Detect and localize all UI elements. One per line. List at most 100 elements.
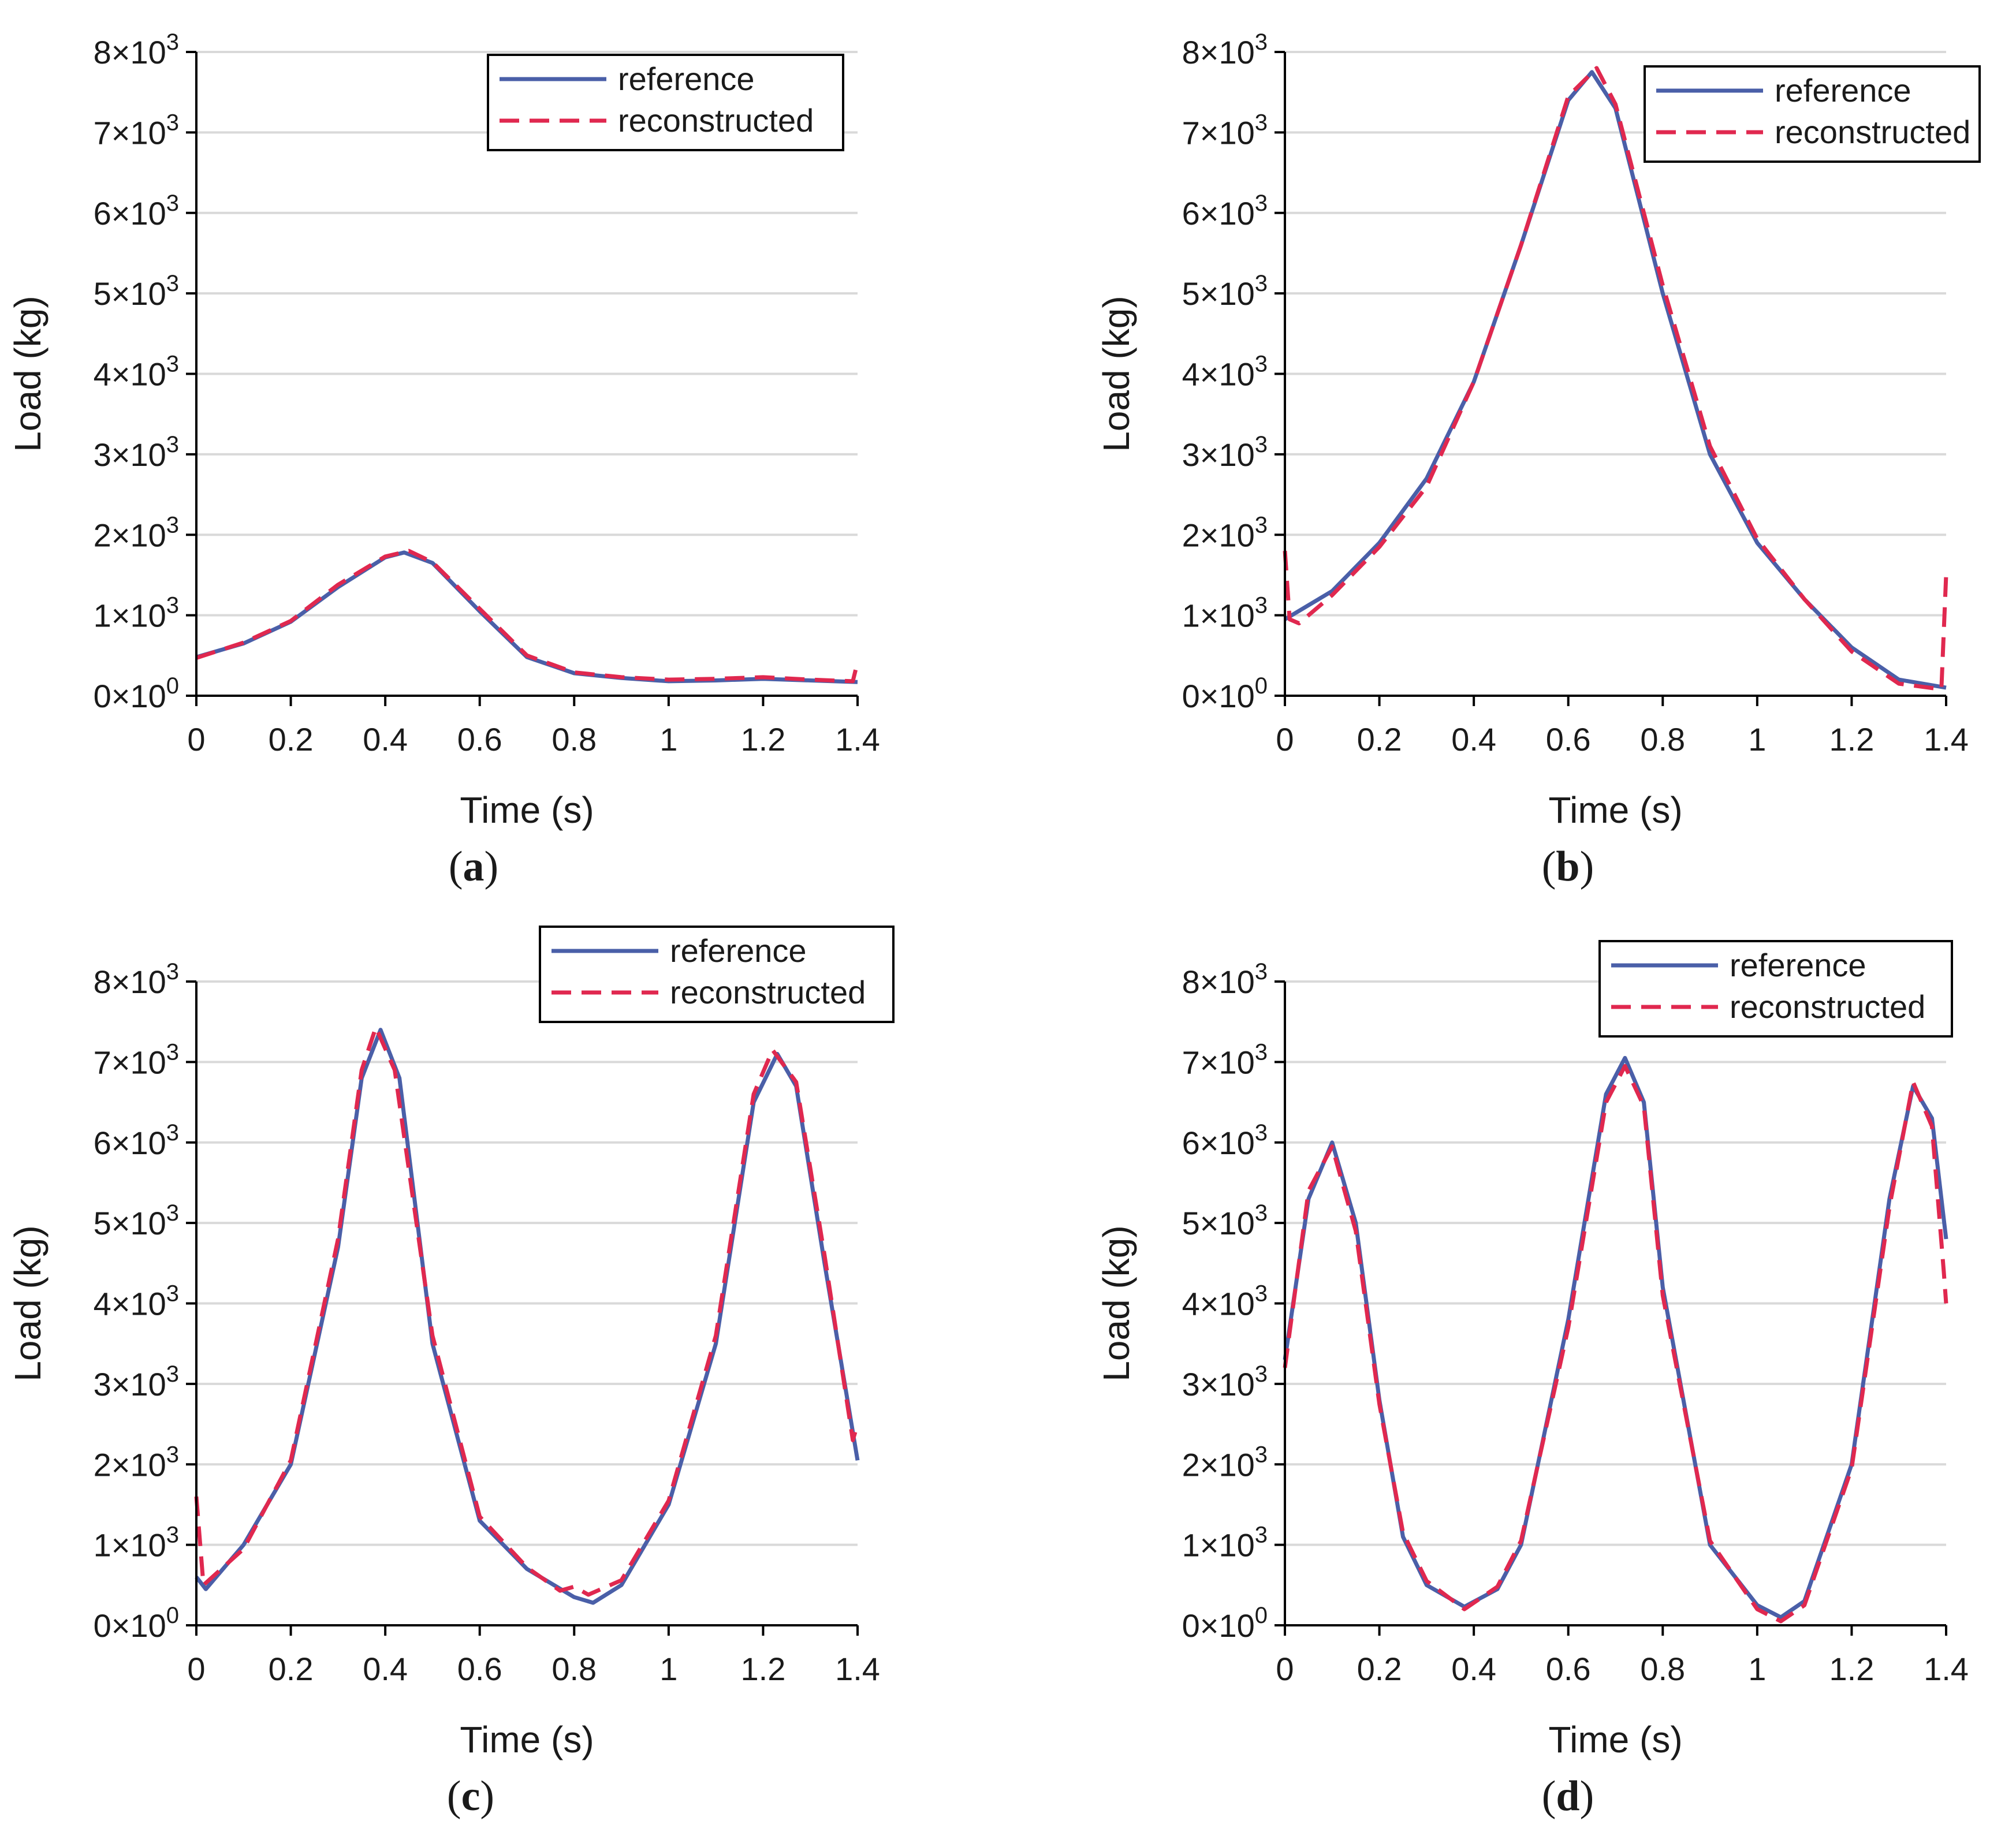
legend-label-reference: reference [1730, 947, 1866, 983]
x-axis-title: Time (s) [1548, 1719, 1682, 1760]
x-axis-title: Time (s) [460, 1719, 594, 1760]
series-line-reconstructed [194, 1025, 860, 1597]
x-tick-label: 0.4 [1451, 721, 1496, 758]
series-line-reference [195, 1028, 860, 1605]
x-tick-label: 1.2 [740, 1651, 785, 1687]
y-tick-label: 1×103 [94, 593, 179, 634]
panel-d: 0×100 1×103 2×103 3×103 4×103 5×103 6×103 7×103… [1095, 940, 1969, 1820]
panel-caption: (a) [449, 843, 498, 890]
y-tick-label: 5×103 [1182, 271, 1268, 312]
y-tick-label: 5×103 [1182, 1200, 1268, 1241]
legend-box [1644, 65, 1981, 163]
y-tick-label: 0×100 [1182, 1603, 1268, 1644]
legend-label-reconstructed: reconstructed [1775, 114, 1970, 150]
y-tick-label: 2×103 [1182, 1442, 1268, 1483]
x-tick-label: 0.2 [1357, 721, 1402, 758]
y-tick-label: 3×103 [94, 1361, 179, 1402]
y-tick-label: 5×103 [94, 1200, 179, 1241]
y-tick-label: 1×103 [94, 1523, 179, 1564]
y-axis-title: Load (kg) [1095, 1225, 1137, 1381]
panel-c: 0×100 1×103 2×103 3×103 4×103 5×103 6×103 7×103… [7, 926, 895, 1820]
y-axis-title: Load (kg) [7, 296, 49, 452]
x-tick-label: 0.8 [1640, 721, 1685, 758]
legend-label-reconstructed: reconstructed [618, 102, 814, 139]
x-tick-label: 1.4 [1924, 721, 1969, 758]
x-tick-label: 1 [659, 1651, 677, 1687]
x-tick-label: 1.2 [740, 721, 785, 758]
x-tick-label: 0.4 [1451, 1651, 1496, 1687]
x-tick-label: 1 [1748, 721, 1766, 758]
x-tick-label: 1.4 [835, 1651, 880, 1687]
y-tick-label: 4×103 [94, 352, 179, 393]
legend-label-reference: reference [618, 61, 755, 97]
x-tick-label: 0.6 [1546, 721, 1591, 758]
legend-label-reconstructed: reconstructed [1730, 988, 1925, 1025]
y-tick-label: 0×100 [94, 673, 179, 714]
y-tick-label: 8×103 [94, 959, 179, 1000]
x-tick-label: 0 [187, 721, 205, 758]
y-tick-label: 8×103 [94, 29, 179, 70]
x-tick-label: 0.6 [457, 721, 502, 758]
series-line-reconstructed [1283, 66, 1948, 692]
y-tick-label: 3×103 [1182, 1361, 1268, 1402]
y-tick-label: 5×103 [94, 271, 179, 312]
x-tick-label: 1.2 [1829, 721, 1874, 758]
y-tick-label: 4×103 [1182, 1281, 1268, 1322]
y-tick-label: 6×103 [1182, 1120, 1268, 1161]
y-tick-label: 6×103 [94, 191, 179, 232]
x-tick-label: 0.2 [269, 721, 314, 758]
y-tick-label: 4×103 [94, 1281, 179, 1322]
x-tick-label: 0.8 [551, 1651, 597, 1687]
panel-a: 0×100 1×103 2×103 3×103 4×103 5×103 6×103 7×103… [7, 29, 880, 890]
x-tick-label: 1.4 [1924, 1651, 1969, 1687]
legend-box [539, 926, 895, 1023]
y-tick-label: 1×103 [1182, 593, 1268, 634]
y-tick-label: 7×103 [94, 1039, 179, 1080]
y-tick-label: 1×103 [1182, 1523, 1268, 1564]
x-tick-label: 1 [659, 721, 677, 758]
y-tick-label: 6×103 [1182, 191, 1268, 232]
y-tick-label: 8×103 [1182, 959, 1268, 1000]
y-tick-label: 2×103 [94, 1442, 179, 1483]
x-tick-label: 0.2 [269, 1651, 314, 1687]
panel-caption: (d) [1542, 1773, 1594, 1820]
x-tick-label: 0 [1276, 1651, 1294, 1687]
x-axis-title: Time (s) [460, 789, 594, 831]
y-tick-label: 0×100 [94, 1603, 179, 1644]
y-axis-title: Load (kg) [1095, 296, 1137, 452]
x-tick-label: 1 [1748, 1651, 1766, 1687]
y-tick-label: 3×103 [94, 432, 179, 473]
y-axis-title: Load (kg) [7, 1225, 49, 1381]
panel-caption: (b) [1542, 843, 1594, 890]
x-tick-label: 0.8 [551, 721, 597, 758]
legend-box [487, 54, 844, 151]
y-tick-label: 8×103 [1182, 29, 1268, 70]
x-tick-label: 0.8 [1640, 1651, 1685, 1687]
x-tick-label: 0.6 [457, 1651, 502, 1687]
legend-label-reference: reference [670, 932, 807, 969]
y-tick-label: 0×100 [1182, 673, 1268, 714]
y-tick-label: 2×103 [94, 512, 179, 553]
y-tick-label: 7×103 [1182, 1039, 1268, 1080]
legend-label-reference: reference [1775, 72, 1911, 109]
x-tick-label: 1.4 [835, 721, 880, 758]
y-tick-label: 7×103 [94, 110, 179, 151]
legend-box [1598, 940, 1953, 1038]
x-tick-label: 1.2 [1829, 1651, 1874, 1687]
x-tick-label: 0.4 [363, 1651, 408, 1687]
x-tick-label: 0.4 [363, 721, 408, 758]
x-tick-label: 0 [1276, 721, 1294, 758]
x-tick-label: 0.2 [1357, 1651, 1402, 1687]
y-tick-label: 7×103 [1182, 110, 1268, 151]
y-tick-label: 3×103 [1182, 432, 1268, 473]
series-line-reference [1284, 70, 1947, 690]
x-tick-label: 0 [187, 1651, 205, 1687]
y-tick-label: 2×103 [1182, 512, 1268, 553]
panel-b: 0×100 1×103 2×103 3×103 4×103 5×103 6×103 7×103… [1095, 29, 1981, 890]
series-line-reconstructed [1283, 1064, 1948, 1624]
panel-caption: (c) [447, 1773, 494, 1820]
y-tick-label: 4×103 [1182, 352, 1268, 393]
x-tick-label: 0.6 [1546, 1651, 1591, 1687]
y-tick-label: 6×103 [94, 1120, 179, 1161]
